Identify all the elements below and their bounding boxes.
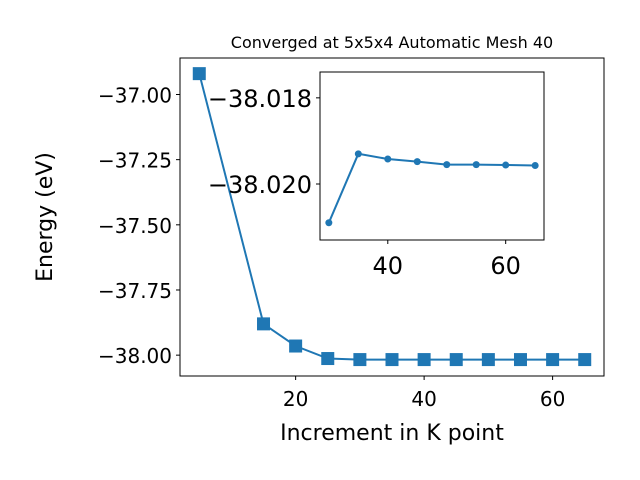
main-data-point	[385, 353, 399, 367]
inset-y-tick-label: −38.018	[208, 85, 312, 113]
main-data-point	[513, 353, 527, 367]
inset-series	[325, 150, 539, 227]
main-data-point	[481, 353, 495, 367]
main-y-tick-label: −38.00	[98, 344, 172, 368]
main-ticks: 20 40 60 −37.00 −37.25 −37.50 −37.75 −38.00	[98, 83, 565, 411]
inset-data-point	[443, 161, 451, 169]
inset-data-point	[354, 150, 362, 158]
main-y-tick-label: −37.50	[98, 214, 172, 238]
inset-data-point	[325, 219, 333, 227]
main-y-tick-label: −37.00	[98, 83, 172, 107]
main-data-point	[578, 353, 592, 367]
inset-series-line	[327, 152, 536, 224]
x-axis-label: Increment in K point	[280, 421, 504, 446]
main-y-tick-label: −37.75	[98, 279, 172, 303]
inset-ticks: 40 60 −38.020 −38.018	[208, 85, 521, 280]
main-x-tick-label: 40	[411, 387, 436, 411]
main-series	[192, 67, 592, 367]
main-data-point	[353, 353, 367, 367]
main-data-point	[257, 317, 271, 331]
main-data-point	[546, 353, 560, 367]
main-data-point	[289, 339, 303, 353]
main-y-tick-label: −37.25	[98, 149, 172, 173]
inset-data-point	[472, 161, 480, 169]
inset-data-point	[413, 158, 421, 166]
y-axis-label: Energy (eV)	[33, 152, 58, 282]
inset-data-point	[531, 161, 539, 169]
main-data-point	[417, 353, 431, 367]
inset-data-point	[384, 155, 392, 163]
main-data-point	[192, 67, 206, 81]
main-plot-frame	[179, 57, 605, 377]
inset-data-point	[502, 161, 510, 169]
main-data-point	[449, 353, 463, 367]
inset-x-tick-label: 40	[373, 252, 404, 280]
main-x-tick-label: 20	[283, 387, 308, 411]
inset-x-tick-label: 60	[490, 252, 521, 280]
main-data-point	[321, 352, 335, 366]
chart-title: Converged at 5x5x4 Automatic Mesh 40	[231, 33, 553, 52]
inset-y-tick-label: −38.020	[208, 171, 312, 199]
inset-plot-frame	[319, 71, 545, 241]
main-x-tick-label: 60	[540, 387, 565, 411]
